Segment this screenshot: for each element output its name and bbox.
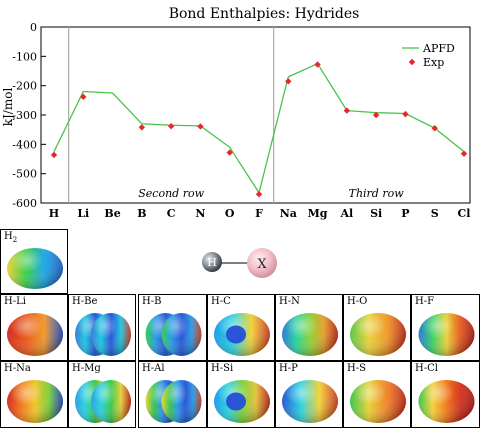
exp-point [80, 93, 87, 101]
legend-label: APFD [422, 42, 455, 55]
row-label: Second row [138, 187, 204, 200]
esp-tile-label: H-S [347, 363, 366, 374]
y-tick-label: -600 [12, 197, 37, 210]
x-tick-label: B [137, 207, 146, 220]
x-tick-label: O [225, 207, 235, 220]
x-tick-label: Mg [308, 207, 328, 220]
esp-tile-label: H-Mg [72, 363, 101, 374]
x-atom-label: X [257, 257, 267, 272]
x-tick-label: S [431, 207, 439, 220]
exp-point [372, 111, 380, 119]
x-tick-label: Na [280, 207, 297, 220]
esp-tile-mg: H-Mg [68, 361, 136, 428]
esp-surface-graphic [75, 313, 131, 356]
y-axis-label: kJ/mol [1, 88, 15, 127]
exp-point [138, 124, 146, 131]
esp-tile-label: H-Be [72, 296, 98, 307]
x-tick-label: C [167, 207, 176, 220]
bond-enthalpy-chart: Bond Enthalpies: Hydrides kJ/mol 0 -100 -2… [1, 6, 471, 220]
esp-surface-graphic [214, 313, 270, 356]
esp-tile-label: H-F [415, 296, 435, 307]
esp-surface-graphic [7, 313, 63, 356]
esp-surface-graphic [350, 380, 406, 423]
exp-point [167, 122, 175, 130]
plot-area: 0 -100 -200 -300 -400 -500 -600 H Li Be B C N O F Na Mg A… [12, 21, 471, 220]
exp-point [50, 151, 58, 159]
esp-tile-label: H2 [4, 231, 18, 244]
exp-point [255, 191, 263, 198]
h-x-molecule-diagram: H X [202, 248, 277, 278]
x-tick-label: Be [104, 207, 120, 220]
exp-point [285, 78, 292, 85]
y-tick-label: -200 [12, 80, 37, 93]
legend-label: Exp [423, 56, 444, 69]
esp-tile-label: H-P [279, 363, 298, 374]
esp-tile-be: H-Be [68, 294, 136, 361]
esp-tile-b: H-B [138, 294, 207, 361]
esp-tile-f: H-F [411, 294, 480, 361]
esp-tile-h2: H2 [0, 229, 68, 294]
y-tick-label: -500 [12, 168, 37, 181]
esp-surface-graphic [418, 380, 475, 423]
esp-tile-c: H-C [207, 294, 275, 361]
y-tick-label: 0 [30, 21, 37, 34]
esp-tile-label: H-O [347, 296, 368, 307]
exp-point [460, 150, 468, 157]
esp-surface-graphic [418, 313, 475, 356]
exp-point [197, 123, 204, 130]
esp-surface-graphic [145, 380, 202, 423]
exp-point [314, 61, 321, 68]
row-label: Third row [349, 187, 405, 200]
x-tick-label: H [49, 207, 59, 220]
x-tick-label: Al [339, 207, 353, 220]
esp-tile-si: H-Si [207, 361, 275, 428]
y-tick-label: -300 [12, 109, 37, 122]
esp-tile-label-subscript: 2 [12, 236, 18, 244]
esp-surface-graphic [282, 380, 338, 423]
hydrogen-atom [202, 252, 222, 272]
exp-point [402, 110, 409, 118]
legend-marker-swatch [408, 58, 416, 66]
esp-tile-li: H-Li [0, 294, 68, 361]
esp-tile-label: H-C [211, 296, 231, 307]
x-tick-label: Si [370, 207, 382, 220]
esp-surface-graphic [350, 313, 406, 356]
esp-tile-label: H-Na [4, 363, 31, 374]
x-tick-label: Cl [458, 207, 471, 220]
x-tick-label: Li [77, 207, 89, 220]
esp-tile-n: H-N [275, 294, 343, 361]
x-tick-label: N [195, 207, 205, 220]
esp-tile-o: H-O [343, 294, 411, 361]
y-tick-label: -400 [12, 138, 37, 151]
exp-point [226, 149, 233, 156]
esp-surface-graphic [7, 248, 63, 289]
esp-surface-graphic [214, 380, 270, 423]
esp-surface-graphic [145, 313, 202, 356]
esp-tile-label: H-N [279, 296, 300, 307]
x-tick-label: F [255, 207, 263, 220]
esp-surface-graphic [75, 380, 131, 423]
esp-tile-cl: H-Cl [411, 361, 480, 428]
series-line-apfd [53, 62, 465, 195]
x-atom [247, 248, 277, 278]
hydrogen-atom-label: H [207, 256, 217, 269]
esp-tile-al: H-Al [138, 361, 207, 428]
esp-tile-na: H-Na [0, 361, 68, 428]
esp-tile-label: H-Si [211, 363, 234, 374]
chart-title: Bond Enthalpies: Hydrides [169, 6, 360, 22]
esp-surface-graphic [282, 313, 338, 356]
exp-point [431, 125, 438, 132]
esp-tile-label: H-B [142, 296, 162, 307]
esp-tile-s: H-S [343, 361, 411, 428]
esp-tile-label: H-Al [142, 363, 165, 374]
exp-point [343, 107, 351, 114]
esp-tile-p: H-P [275, 361, 343, 428]
y-tick-label: -100 [12, 50, 37, 63]
esp-tile-label: H-Li [4, 296, 26, 307]
x-tick-label: P [401, 207, 409, 220]
esp-tile-label: H-Cl [415, 363, 438, 374]
esp-surface-graphic [7, 380, 63, 423]
